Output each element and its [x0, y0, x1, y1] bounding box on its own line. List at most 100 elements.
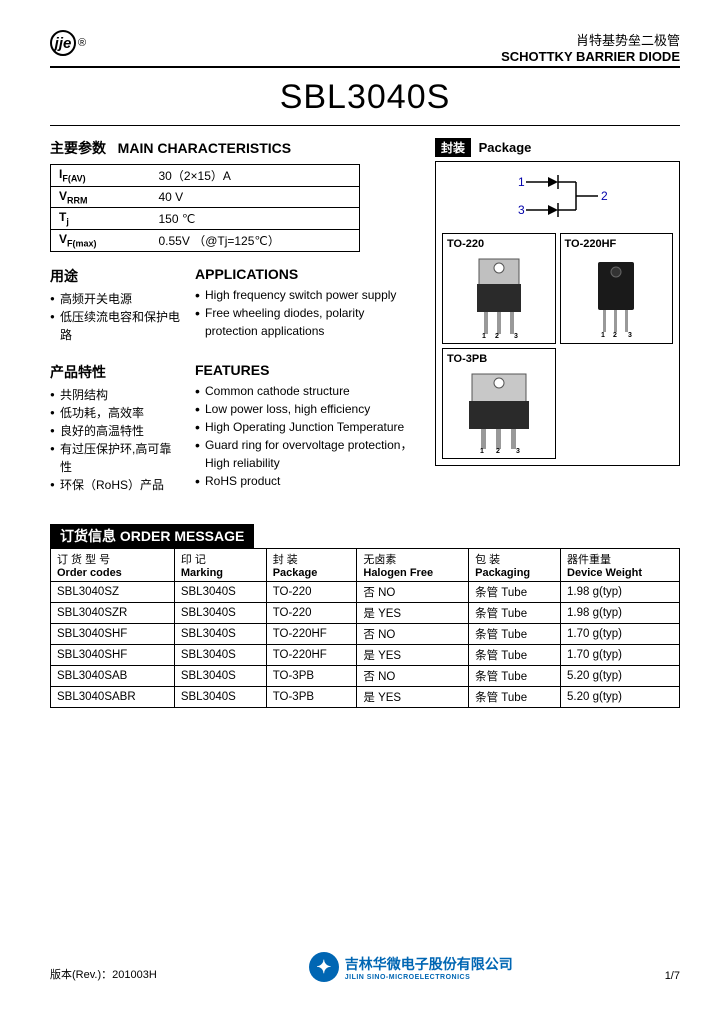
table-cell: 条管 Tube	[469, 581, 561, 602]
table-cell: 1.98 g(typ)	[561, 581, 680, 602]
table-cell: 条管 Tube	[469, 623, 561, 644]
header-en: SCHOTTKY BARRIER DIODE	[501, 49, 680, 64]
char-param: VRRM	[51, 187, 151, 208]
page-footer: 版本(Rev.)：201003H ✦ 吉林华微电子股份有限公司 JILIN SI…	[50, 952, 680, 982]
table-cell: TO-220HF	[266, 623, 357, 644]
package-box: 1 3 2	[435, 161, 680, 466]
table-cell: 是 YES	[357, 686, 469, 707]
table-cell: SBL3040SAB	[51, 665, 175, 686]
table-cell: SBL3040S	[174, 665, 266, 686]
order-section: 订货信息 ORDER MESSAGE 订 货 型 号Order codes印 记…	[50, 524, 680, 708]
table-header: 印 记Marking	[174, 548, 266, 581]
list-item: 环保（RoHS）产品	[50, 476, 180, 494]
package-header-en: Package	[479, 140, 532, 155]
svg-text:1: 1	[482, 333, 486, 339]
table-cell: 条管 Tube	[469, 644, 561, 665]
char-param: VF(max)	[51, 229, 151, 251]
svg-text:2: 2	[496, 448, 500, 454]
table-header: 包 装Packaging	[469, 548, 561, 581]
list-item: Guard ring for overvoltage protection，Hi…	[195, 436, 420, 472]
list-item: High Operating Junction Temperature	[195, 418, 420, 436]
char-value: 30（2×15）A	[151, 165, 360, 187]
table-row: SBL3040SHFSBL3040STO-220HF是 YES条管 Tube1.…	[51, 644, 680, 665]
table-row: SBL3040SABSBL3040STO-3PB否 NO条管 Tube5.20 …	[51, 665, 680, 686]
table-cell: SBL3040SHF	[51, 644, 175, 665]
schematic-diagram: 1 3 2	[442, 168, 673, 233]
features-en-title: FEATURES	[195, 362, 420, 378]
table-cell: SBL3040S	[174, 602, 266, 623]
applications-en-list: High frequency switch power supplyFree w…	[195, 286, 420, 340]
svg-text:2: 2	[495, 333, 499, 339]
list-item: Free wheeling diodes, polarity protectio…	[195, 304, 420, 340]
list-item: 低功耗，高效率	[50, 404, 180, 422]
order-header: 订货信息 ORDER MESSAGE	[50, 524, 254, 548]
table-cell: TO-3PB	[266, 665, 357, 686]
logo: jje ®	[50, 30, 86, 56]
package-to220hf: TO-220HF 1 2 3	[560, 233, 674, 344]
header-title: 肖特基势垒二极管 SCHOTTKY BARRIER DIODE	[501, 30, 680, 64]
table-cell: SBL3040S	[174, 686, 266, 707]
char-value: 150 ℃	[151, 208, 360, 229]
table-cell: SBL3040SZR	[51, 602, 175, 623]
package-section: 封装 Package	[435, 138, 680, 161]
table-cell: TO-220HF	[266, 644, 357, 665]
package-to3pb: TO-3PB 1 2 3	[442, 348, 556, 459]
table-cell: 否 NO	[357, 581, 469, 602]
table-cell: 1.98 g(typ)	[561, 602, 680, 623]
package-header-cn: 封装	[435, 138, 471, 157]
table-header: 封 装Package	[266, 548, 357, 581]
logo-icon: jje	[50, 30, 76, 56]
table-cell: 5.20 g(typ)	[561, 665, 680, 686]
char-param: Tj	[51, 208, 151, 229]
applications-cn-list: 高频开关电源低压续流电容和保护电路	[50, 290, 180, 344]
list-item: 低压续流电容和保护电路	[50, 308, 180, 344]
characteristics-table: IF(AV)30（2×15）AVRRM40 VTj150 ℃VF(max)0.5…	[50, 164, 360, 252]
table-cell: SBL3040S	[174, 581, 266, 602]
features-cn-title: 产品特性	[50, 362, 180, 382]
table-cell: 是 YES	[357, 644, 469, 665]
table-cell: SBL3040SHF	[51, 623, 175, 644]
char-value: 40 V	[151, 187, 360, 208]
table-row: SBL3040SZRSBL3040STO-220是 YES条管 Tube1.98…	[51, 602, 680, 623]
table-cell: 5.20 g(typ)	[561, 686, 680, 707]
list-item: Low power loss, high efficiency	[195, 400, 420, 418]
table-cell: SBL3040SZ	[51, 581, 175, 602]
list-item: 共阴结构	[50, 386, 180, 404]
svg-text:1: 1	[518, 175, 525, 189]
list-item: High frequency switch power supply	[195, 286, 420, 304]
table-header: 无卤素Halogen Free	[357, 548, 469, 581]
features-cn-list: 共阴结构低功耗，高效率良好的高温特性有过压保护环,高可靠性环保（RoHS）产品	[50, 386, 180, 494]
svg-text:3: 3	[514, 333, 518, 339]
table-cell: 条管 Tube	[469, 602, 561, 623]
table-cell: 否 NO	[357, 665, 469, 686]
page-number: 1/7	[665, 970, 680, 982]
list-item: Common cathode structure	[195, 382, 420, 400]
table-cell: TO-3PB	[266, 686, 357, 707]
page-header: jje ® 肖特基势垒二极管 SCHOTTKY BARRIER DIODE	[50, 30, 680, 68]
applications-cn-title: 用途	[50, 266, 180, 286]
part-number: SBL3040S	[50, 78, 680, 126]
list-item: 良好的高温特性	[50, 422, 180, 440]
characteristics-title: 主要参数 MAIN CHARACTERISTICS	[50, 138, 420, 158]
char-value: 0.55V （@Tj=125℃）	[151, 229, 360, 251]
features-en-list: Common cathode structureLow power loss, …	[195, 382, 420, 490]
table-cell: 1.70 g(typ)	[561, 644, 680, 665]
list-item: 高频开关电源	[50, 290, 180, 308]
svg-text:1: 1	[601, 332, 605, 339]
footer-company-cn: 吉林华微电子股份有限公司	[345, 954, 513, 974]
header-cn: 肖特基势垒二极管	[501, 30, 680, 49]
list-item: 有过压保护环,高可靠性	[50, 440, 180, 476]
table-cell: TO-220	[266, 602, 357, 623]
list-item: RoHS product	[195, 472, 420, 490]
table-cell: SBL3040S	[174, 623, 266, 644]
table-cell: SBL3040SABR	[51, 686, 175, 707]
svg-text:1: 1	[480, 448, 484, 454]
footer-logo-icon: ✦	[309, 952, 339, 982]
order-table: 订 货 型 号Order codes印 记Marking封 装Package无卤…	[50, 548, 680, 708]
table-cell: 是 YES	[357, 602, 469, 623]
revision: 版本(Rev.)：201003H	[50, 966, 157, 982]
table-header: 器件重量Device Weight	[561, 548, 680, 581]
footer-company-en: JILIN SINO-MICROELECTRONICS	[345, 974, 513, 981]
table-cell: 条管 Tube	[469, 686, 561, 707]
package-to220: TO-220 1 2 3	[442, 233, 556, 344]
